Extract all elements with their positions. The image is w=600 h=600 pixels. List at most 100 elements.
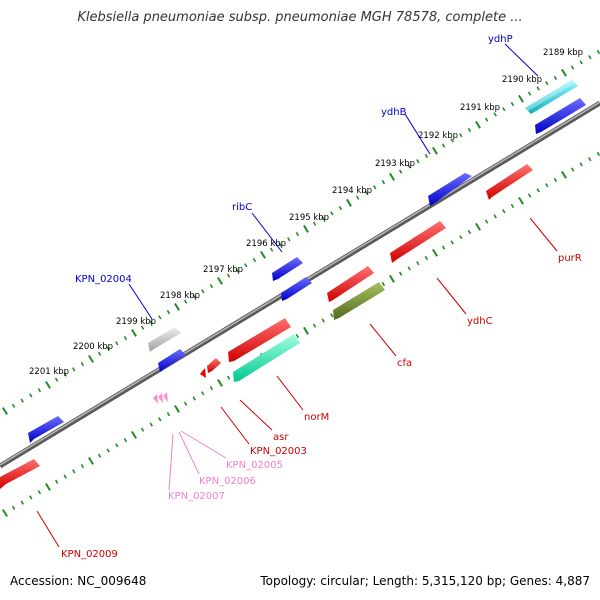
scale-label-2194: 2194 kbp bbox=[332, 186, 372, 196]
reverse-scale-tick bbox=[407, 266, 411, 271]
topology-label: Topology: bbox=[260, 574, 317, 588]
forward-scale-tick bbox=[217, 276, 223, 285]
forward-scale-tick bbox=[459, 133, 463, 138]
forward-scale-tick bbox=[484, 117, 489, 122]
forward-feature-labels: ydhP ydhB ribC KPN_02004 bbox=[75, 34, 513, 285]
feature-norM-red[interactable] bbox=[228, 318, 291, 362]
feature-blue-2190[interactable] bbox=[535, 98, 586, 134]
forward-scale-tick bbox=[80, 362, 85, 367]
reverse-scale-tick bbox=[123, 437, 128, 443]
forward-scale-tick bbox=[20, 398, 24, 403]
forward-scale-tick bbox=[398, 169, 403, 174]
forward-scale-tick bbox=[321, 216, 325, 221]
label-KPN_02003: KPN_02003 bbox=[250, 446, 307, 457]
reverse-scale-tick bbox=[545, 183, 549, 188]
label-ribC: ribC bbox=[232, 202, 252, 213]
reverse-scale-tick bbox=[63, 474, 67, 479]
map-title: Klebsiella pneumoniae subsp. pneumoniae … bbox=[77, 10, 523, 25]
reverse-scale-tick bbox=[424, 255, 429, 261]
forward-scale-tick bbox=[450, 138, 454, 143]
feature-KPN_02009[interactable] bbox=[0, 459, 40, 489]
reverse-scale-tick bbox=[11, 505, 16, 510]
reverse-scale-tick bbox=[226, 375, 231, 380]
reverse-scale-tick bbox=[201, 391, 205, 396]
reverse-scale-tick bbox=[596, 151, 600, 157]
feature-norM[interactable] bbox=[233, 334, 300, 382]
reverse-scale-tick bbox=[140, 427, 145, 432]
feature-ribC[interactable] bbox=[272, 257, 303, 281]
reverse-scale-tick bbox=[80, 464, 85, 469]
forward-scale-tick bbox=[209, 283, 214, 289]
feature-ydhB[interactable] bbox=[428, 173, 472, 206]
forward-scale-tick bbox=[140, 325, 145, 330]
reverse-scale-tick bbox=[209, 385, 214, 391]
feature-blue-2201[interactable] bbox=[28, 416, 64, 443]
forward-scale-tick bbox=[115, 341, 119, 346]
scale-label-2189: 2189 kbp bbox=[543, 48, 583, 58]
forward-scale-tick bbox=[588, 55, 592, 60]
forward-scale-tick bbox=[303, 224, 309, 233]
reverse-scale-tick bbox=[295, 333, 300, 339]
forward-scale-tick bbox=[467, 127, 472, 133]
reverse-scale-tick bbox=[588, 157, 592, 162]
forward-scale-tick bbox=[579, 60, 583, 65]
forward-scale-tick bbox=[389, 172, 395, 181]
forward-scale-tick bbox=[364, 190, 368, 195]
forward-scale-tick bbox=[432, 146, 438, 155]
forward-scale-tick bbox=[545, 81, 549, 86]
forward-scale-tick bbox=[72, 367, 76, 372]
reverse-scale-tick bbox=[174, 404, 180, 413]
feature-ydhC[interactable] bbox=[390, 221, 446, 263]
forward-scale-tick bbox=[29, 393, 33, 398]
feature-KPN_02006[interactable] bbox=[158, 393, 163, 403]
feature-cfa-red[interactable] bbox=[327, 266, 374, 302]
reverse-scale-tick bbox=[303, 326, 309, 335]
forward-scale-tick bbox=[441, 143, 446, 148]
forward-scale-tick bbox=[493, 112, 497, 117]
feature-purR[interactable] bbox=[486, 164, 533, 200]
forward-scale-tick bbox=[158, 315, 162, 320]
scale-label-2198: 2198 kbp bbox=[160, 291, 200, 301]
feature-KPN_02003[interactable] bbox=[200, 368, 206, 378]
forward-scale-tick bbox=[183, 299, 188, 304]
reverse-scale-tick bbox=[527, 193, 532, 198]
forward-scale-ticks bbox=[2, 49, 600, 415]
label-ydhC: ydhC bbox=[467, 316, 493, 327]
forward-scale-tick bbox=[416, 159, 420, 164]
reverse-scale-tick bbox=[561, 170, 567, 179]
scale-label-2201: 2201 kbp bbox=[29, 367, 69, 377]
feature-cfa[interactable] bbox=[333, 282, 385, 320]
forward-scale-tick bbox=[149, 320, 153, 325]
feature-blue-2196[interactable] bbox=[281, 277, 312, 301]
leader-lines bbox=[36, 43, 558, 548]
forward-scale-tick bbox=[123, 335, 128, 341]
forward-scale-tick bbox=[63, 372, 67, 377]
length-value: 5,315,120 bp bbox=[421, 574, 502, 588]
forward-scale-tick bbox=[502, 107, 506, 112]
forward-scale-tick bbox=[192, 294, 196, 299]
reverse-scale-tick bbox=[475, 222, 481, 231]
genes-value: 4,887 bbox=[555, 574, 590, 588]
feature-asr[interactable] bbox=[207, 358, 221, 373]
forward-scale-tick bbox=[518, 94, 524, 103]
feature-KPN_02004[interactable] bbox=[148, 327, 181, 352]
feature-ydhP[interactable] bbox=[525, 80, 578, 114]
reverse-scale-tick bbox=[217, 378, 223, 387]
genes-label: Genes: bbox=[509, 574, 552, 588]
label-KPN_02005: KPN_02005 bbox=[226, 460, 283, 471]
forward-scale-tick bbox=[278, 242, 282, 247]
reverse-scale-tick bbox=[45, 482, 51, 491]
forward-scale-tick bbox=[381, 179, 386, 185]
forward-scale-tick bbox=[346, 198, 352, 207]
feature-blue-2199[interactable] bbox=[158, 349, 186, 372]
feature-KPN_02005[interactable] bbox=[163, 392, 168, 402]
forward-scale-tick bbox=[106, 346, 110, 351]
forward-scale-tick bbox=[312, 221, 317, 226]
reverse-scale-tick bbox=[553, 177, 558, 183]
reverse-scale-tick bbox=[416, 261, 420, 266]
reverse-scale-tick bbox=[192, 396, 196, 401]
forward-scale-tick bbox=[226, 273, 231, 278]
feature-KPN_02007[interactable] bbox=[153, 394, 158, 404]
accession-label: Accession: bbox=[10, 574, 74, 588]
reverse-scale-tick bbox=[183, 401, 188, 406]
